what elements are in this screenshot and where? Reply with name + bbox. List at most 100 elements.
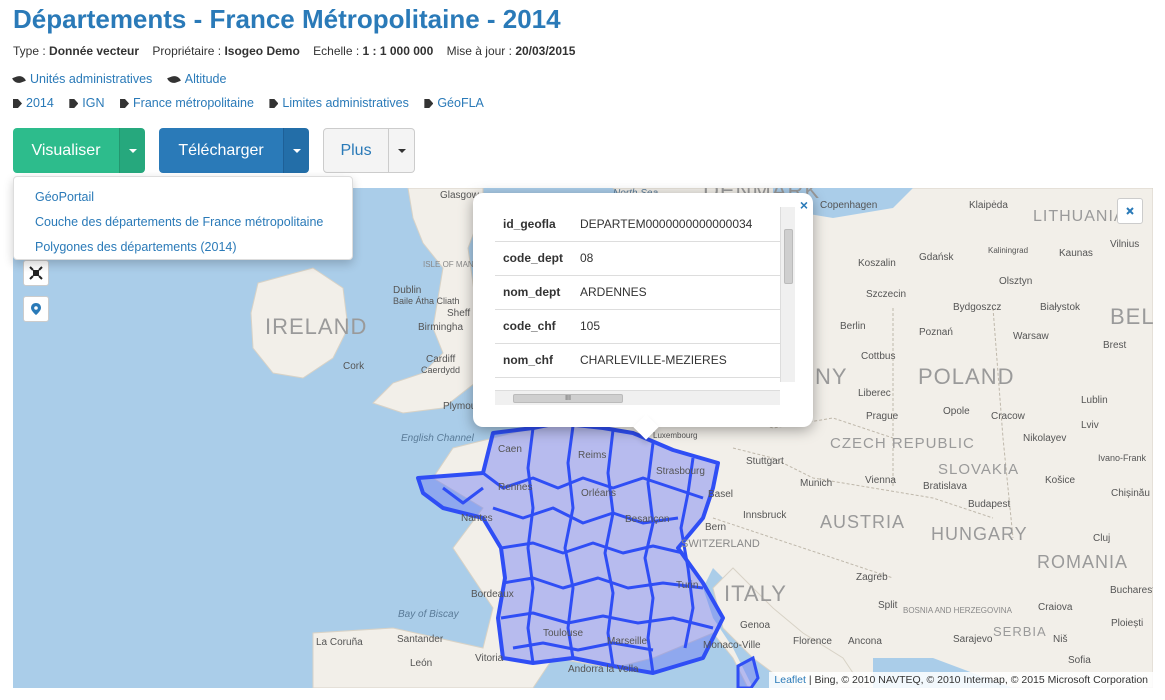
dropdown-item-polygons[interactable]: Polygones des départements (2014) [35,240,237,254]
map-label: Białystok [1040,302,1081,313]
map-label: Florence [793,636,832,647]
attribute-key: code_chf [495,309,572,344]
map-label: Brest [1103,340,1127,351]
attribute-value: 08 [572,241,780,276]
tag-link[interactable]: IGN [69,96,105,110]
map-label: Orléans [581,488,617,499]
close-icon [1126,207,1134,215]
visualize-dropdown-toggle[interactable] [119,128,145,173]
map-attribution: Leaflet | Bing, © 2010 NAVTEQ, © 2010 In… [769,672,1153,688]
map-label: Prague [866,411,899,422]
map-label: Kaunas [1059,248,1093,259]
attribute-value: 105 [572,309,780,344]
leaflet-link[interactable]: Leaflet [774,674,806,686]
map-label: Košice [1045,475,1076,486]
tag-link[interactable]: 2014 [13,96,54,110]
map-label: Munich [800,478,833,489]
leaf-icon [12,74,26,86]
map-label: Luxembourg [653,431,698,440]
dropdown-item-layer[interactable]: Couche des départements de France métrop… [35,215,324,229]
dropdown-item-geoportail[interactable]: GéoPortail [35,190,95,204]
theme-link[interactable]: Altitude [166,72,226,86]
map-label: Ploiești [1111,618,1144,629]
table-row: nom_chf CHARLEVILLE-MEZIERES [495,343,780,378]
visualize-button[interactable]: Visualiser [13,128,119,173]
download-button[interactable]: Télécharger [159,128,283,173]
map-label: SWITZERLAND [681,538,760,550]
attribute-value: DEPARTEM0000000000000034 [572,207,780,242]
attribute-key: id_geofla [495,207,572,242]
scroll-thumb[interactable] [784,229,793,284]
map-label: AUSTRIA [820,512,906,532]
theme-list: Unités administratives Altitude [12,72,238,86]
more-button[interactable]: Plus [323,128,389,173]
horizontal-scrollbar[interactable]: III [495,390,780,405]
fullscreen-button[interactable] [23,260,49,286]
map-label: Cluj [1093,533,1111,544]
page-title: Départements - France Métropolitaine - 2… [13,4,561,34]
map-label: Berlin [840,321,866,332]
map-label: Klaipėda [969,200,1008,211]
map-label: Besançon [625,514,670,525]
locate-button[interactable] [23,296,49,322]
scroll-thumb[interactable]: III [513,394,623,403]
meta-update: Mise à jour : 20/03/2015 [446,44,576,58]
map-label: Genoa [740,620,771,631]
metadata-line: Type : Donnée vecteur Propriétaire : Iso… [13,44,585,58]
map-label: LITHUANIA [1033,208,1126,225]
map-label: Vienna [865,475,896,486]
tag-icon [269,99,279,108]
more-dropdown-toggle[interactable] [389,128,415,173]
map-label: Nikolayev [1023,433,1067,444]
theme-link[interactable]: Unités administratives [12,72,152,86]
map-label: HUNGARY [931,524,1028,544]
map-label: English Channel [401,433,474,444]
map-label: Basel [708,489,734,500]
map-label: Santander [397,634,444,645]
attribute-value: CHARLEVILLE-MEZIERES [572,343,780,378]
map-label: Bucharest [1110,585,1153,596]
tag-icon [69,99,79,108]
attribute-table: id_geofla DEPARTEM0000000000000034 code_d… [495,207,780,378]
map-label: Lviv [1081,420,1099,431]
vertical-scrollbar[interactable] [780,207,795,382]
map-label: Stuttgart [746,456,784,467]
map-label: León [410,658,433,669]
map-label: Bratislava [923,481,967,492]
tag-list: 2014 IGN France métropolitaine Limites a… [13,96,496,110]
map-label: Budapest [968,499,1011,510]
map-label: Monaco-Ville [703,640,761,651]
map-label: Sheff [447,308,471,319]
map-label: BOSNIA AND HERZEGOVINA [903,606,1012,615]
tag-icon [424,99,434,108]
map-label: Baile Átha Cliath [393,296,460,306]
map-label: Dublin [393,285,422,296]
map-label: Vilnius [1110,239,1140,250]
map-label: Caerdydd [421,365,461,375]
fullscreen-icon [29,266,43,280]
popup-close-button[interactable]: × [799,197,808,213]
map-label: IRELAND [265,314,368,339]
caret-down-icon [292,148,301,153]
attribute-value: ARDENNES [572,275,780,310]
map-label: CZECH REPUBLIC [830,435,975,452]
tag-link[interactable]: Limites administratives [269,96,409,110]
meta-scale: Echelle : 1 : 1 000 000 [313,44,434,58]
tag-link[interactable]: France métropolitaine [120,96,254,110]
visualize-dropdown-menu: GéoPortail Couche des départements de Fr… [13,176,353,260]
tag-link[interactable]: GéoFLA [424,96,484,110]
download-dropdown-toggle[interactable] [283,128,309,173]
map-label: Koszalin [858,258,896,269]
map-label: Gdańsk [919,252,954,263]
france-departments[interactable] [416,421,760,688]
map-label: Innsbruck [743,510,787,521]
map-label: Kaliningrad [988,246,1029,255]
close-map-button[interactable] [1117,198,1143,224]
map-label: Copenhagen [820,200,878,211]
meta-type: Type : Donnée vecteur [13,44,140,58]
map-label: Bern [705,522,727,533]
map-label: Bordeaux [471,589,514,600]
map-label: POLAND [918,364,1015,389]
map-label: La Coruña [316,637,363,648]
